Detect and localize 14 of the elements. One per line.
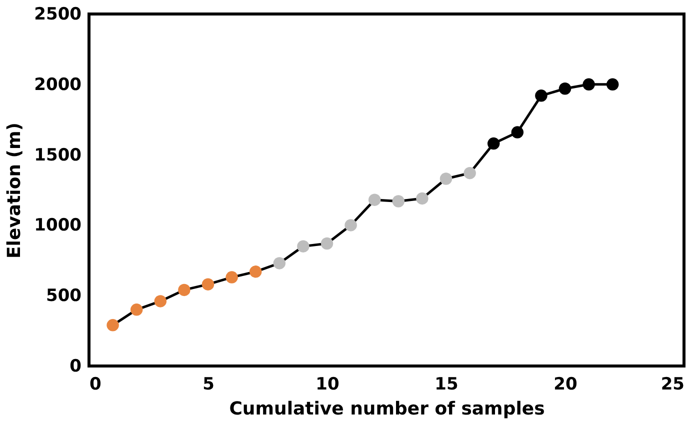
y-tick-label: 2000 <box>34 74 82 95</box>
x-axis-title: Cumulative number of samples <box>229 398 545 420</box>
y-tick-label: 0 <box>70 356 82 376</box>
y-tick-label: 1500 <box>34 145 82 166</box>
y-tick-label: 1000 <box>34 216 82 236</box>
x-tick-label: 15 <box>434 374 458 394</box>
y-tick-label: 500 <box>46 286 82 306</box>
x-tick-label: 25 <box>660 374 684 394</box>
x-tick-label: 10 <box>316 374 340 394</box>
x-tick-label: 5 <box>202 374 214 394</box>
y-axis-title: Elevation (m) <box>4 122 26 258</box>
x-tick-label: 20 <box>554 374 578 394</box>
x-tick-label: 0 <box>90 374 102 394</box>
y-tick-label: 2500 <box>34 4 82 24</box>
